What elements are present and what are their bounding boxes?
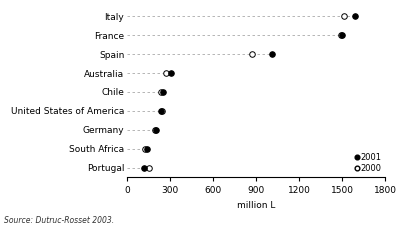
- Point: [340, 15, 347, 18]
- Point: [339, 33, 345, 37]
- Point: [163, 71, 169, 75]
- Legend: 2001, 2000: 2001, 2000: [357, 153, 381, 173]
- Point: [249, 52, 255, 56]
- Point: [144, 147, 150, 151]
- Point: [152, 128, 159, 132]
- Point: [352, 15, 358, 18]
- Point: [269, 52, 275, 56]
- Point: [337, 33, 344, 37]
- Point: [159, 109, 165, 113]
- Point: [160, 90, 166, 94]
- X-axis label: million L: million L: [237, 201, 275, 210]
- Point: [142, 147, 148, 151]
- Point: [141, 166, 147, 169]
- Point: [152, 128, 158, 132]
- Point: [145, 166, 152, 169]
- Point: [158, 109, 165, 113]
- Text: Source: Dutruc-Rosset 2003.: Source: Dutruc-Rosset 2003.: [4, 216, 114, 225]
- Point: [158, 90, 164, 94]
- Point: [168, 71, 175, 75]
